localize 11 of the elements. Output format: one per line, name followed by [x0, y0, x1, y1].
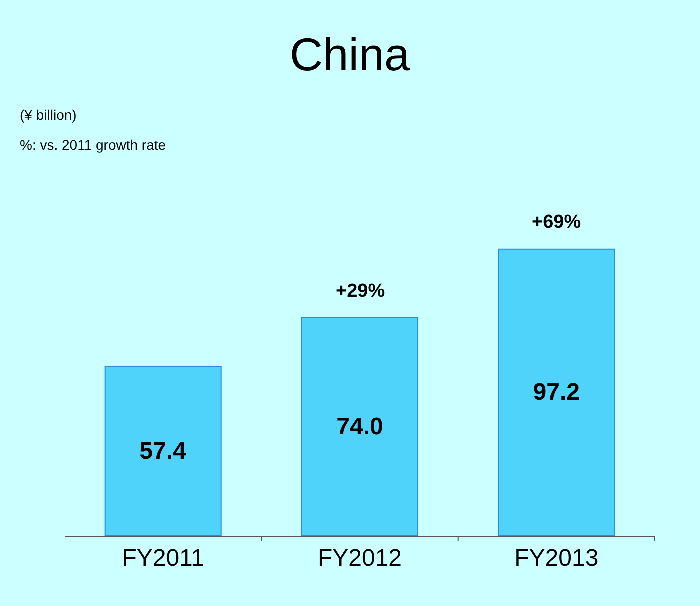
annotation: +29% — [336, 281, 386, 302]
x-tick-label: FY2013 — [514, 544, 599, 572]
x-tick-label: FY2011 — [122, 544, 204, 572]
data-label: 57.4 — [140, 438, 188, 465]
chart-subtitle: (¥ billion) — [20, 107, 77, 123]
data-label: 74.0 — [336, 413, 384, 440]
text: %: vs. 2011 growth rate — [20, 137, 166, 153]
x-tick-label: FY2012 — [318, 544, 402, 572]
annotation: +69% — [532, 212, 582, 233]
data-label: 97.2 — [533, 379, 580, 406]
chart-title: China — [290, 28, 411, 81]
